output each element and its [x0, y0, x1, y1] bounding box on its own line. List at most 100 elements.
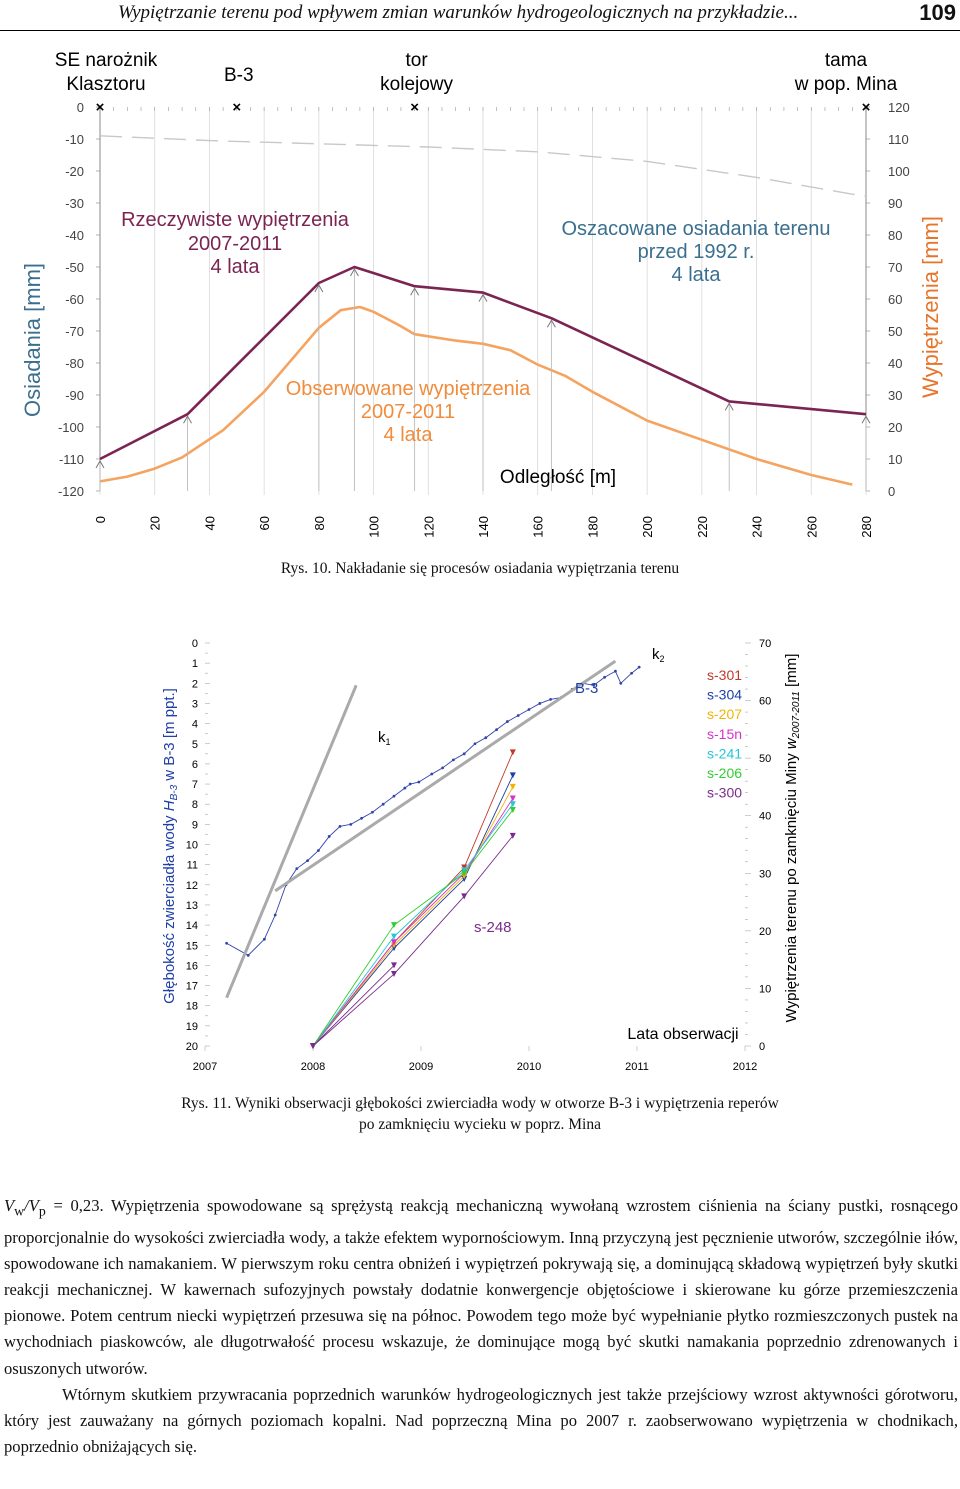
data-point: [327, 835, 331, 838]
data-point: [516, 714, 520, 717]
right-tick-label: 60: [759, 696, 771, 708]
estimated-subsidence-label: Oszacowane osiadania terenu: [561, 218, 830, 240]
x-tick-label: 40: [202, 516, 217, 530]
right-tick-label: 70: [759, 638, 771, 650]
data-point: [408, 782, 412, 786]
x-axis-title: Lata obserwacji: [627, 1026, 738, 1043]
right-axis-title: Wypiętrzenia terenu po zamknięciu Miny w…: [783, 654, 802, 1023]
left-tick-label: -70: [65, 324, 84, 339]
data-point: [273, 913, 277, 917]
legend-entry: s-206: [707, 765, 742, 781]
data-point: [473, 742, 477, 746]
left-tick-label: 7: [192, 779, 198, 791]
x-tick-label: 2010: [517, 1061, 541, 1073]
left-tick-label: -60: [65, 292, 84, 307]
left-tick-label: 20: [186, 1041, 198, 1053]
right-tick-label: 50: [888, 324, 902, 339]
legend-entry: s-207: [707, 706, 742, 722]
data-point: [391, 971, 397, 978]
left-tick-label: 8: [192, 799, 198, 811]
left-tick-label: 2: [192, 678, 198, 690]
left-tick-label: 1: [192, 658, 198, 670]
data-point: [619, 681, 623, 685]
left-tick-label: 6: [192, 759, 198, 771]
data-point: [392, 794, 396, 798]
observed-uplift-label: 2007-2011: [361, 401, 455, 423]
x-tick-label: 140: [476, 516, 491, 538]
legend-entry: s-15n: [707, 726, 742, 742]
right-axis-title: Wypiętrzenia [mm]: [918, 216, 943, 398]
x-tick-label: 2009: [409, 1061, 433, 1073]
left-tick-label: 16: [186, 960, 198, 972]
left-tick-label: 3: [192, 698, 198, 710]
legend-entry: s-241: [707, 745, 742, 761]
right-tick-label: 30: [888, 388, 902, 403]
data-point: [452, 758, 455, 762]
data-point: [592, 683, 596, 687]
left-tick-label: -30: [65, 196, 84, 211]
uplift-arrow-icon: [183, 415, 192, 424]
page-header: Wypiętrzanie terenu pod wpływem zmian wa…: [0, 0, 960, 31]
data-point: [225, 941, 229, 945]
data-point: [417, 780, 421, 784]
left-tick-label: 10: [186, 840, 198, 852]
estimated-subsidence-label: przed 1992 r.: [638, 241, 755, 263]
paragraph-2: Wtórnym skutkiem przywracania poprzednic…: [4, 1384, 958, 1457]
data-point: [349, 822, 353, 826]
location-label: SE narożnik: [55, 50, 158, 71]
left-tick-label: 5: [192, 739, 198, 751]
right-tick-label: 0: [759, 1041, 765, 1053]
uplift-arrow-icon: [546, 319, 556, 328]
data-point: [441, 766, 444, 770]
left-tick-label: 0: [192, 638, 198, 650]
x-tick-label: 0: [93, 516, 108, 523]
right-tick-label: 10: [759, 983, 771, 995]
estimated-subsidence-label: 4 lata: [672, 264, 722, 286]
x-tick-label: 160: [531, 516, 546, 538]
x-tick-label: 2007: [193, 1061, 217, 1073]
right-tick-label: 40: [759, 811, 771, 823]
figure-11-caption: Rys. 11. Wyniki obserwacji głębokości zw…: [0, 1093, 960, 1135]
series-line: [226, 666, 640, 956]
left-tick-label: 11: [187, 860, 198, 872]
data-point: [462, 752, 466, 756]
x-tick-label: 120: [421, 516, 436, 538]
uplift-arrow-icon: [861, 415, 871, 424]
data-point: [509, 832, 516, 839]
x-tick-label: 220: [695, 516, 710, 538]
figure-10-caption: Rys. 10. Nakładanie się procesów osiadan…: [280, 560, 680, 577]
left-tick-label: -50: [65, 260, 84, 275]
data-point: [509, 795, 516, 802]
left-tick-label: 12: [186, 880, 198, 892]
vw-subscript: w: [14, 1203, 25, 1219]
right-tick-label: 80: [888, 228, 902, 243]
left-tick-label: 4: [192, 719, 198, 731]
data-point: [391, 933, 397, 940]
left-axis-title: Głębokość zwierciadła wody HB-3 w B-3 [m…: [161, 688, 180, 1004]
right-tick-label: 20: [759, 926, 771, 938]
observed-uplift-label: Obserwowane wypiętrzenia: [286, 378, 531, 400]
data-point: [360, 816, 363, 820]
data-point: [295, 867, 299, 871]
data-point: [614, 669, 617, 673]
uplift-arrow-icon: [95, 459, 105, 469]
left-tick-label: 13: [186, 900, 198, 912]
right-tick-label: 50: [759, 753, 771, 765]
data-point: [509, 806, 516, 813]
real-uplift-label: 4 lata: [211, 256, 261, 278]
uplift-arrow-icon: [410, 287, 420, 296]
left-tick-label: 15: [186, 940, 198, 952]
legend-entry: s-300: [707, 785, 742, 801]
location-label: w pop. Mina: [794, 74, 898, 95]
data-point: [603, 675, 606, 679]
series-line: [312, 803, 514, 1047]
data-point: [461, 870, 468, 877]
location-marker-icon: ×: [96, 99, 105, 116]
data-point: [338, 824, 342, 828]
series-line: [225, 684, 358, 999]
data-point: [391, 939, 397, 946]
location-marker-icon: ×: [232, 99, 241, 116]
data-point: [461, 893, 468, 900]
data-point: [306, 859, 309, 863]
x-tick-label: 280: [859, 516, 874, 538]
